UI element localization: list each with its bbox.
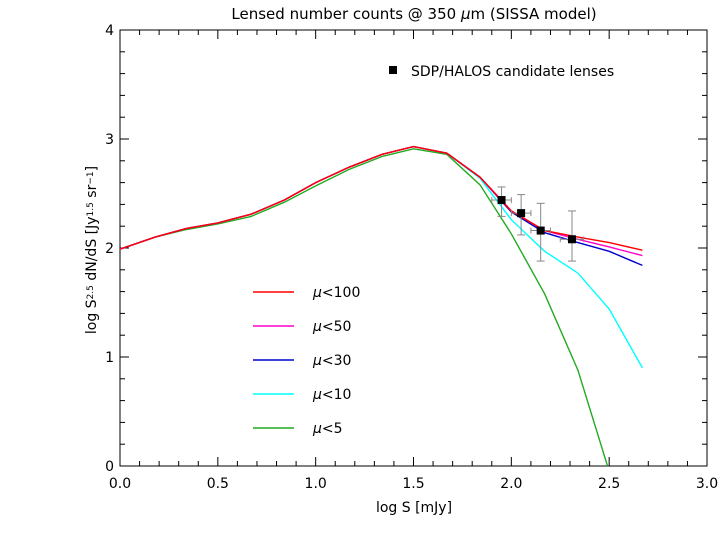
y-tick-label: 1 — [105, 350, 114, 366]
legend-label: μ<10 — [312, 387, 351, 403]
y-label-part: log S — [84, 299, 100, 334]
legend-item: μ<50 — [253, 319, 351, 335]
title-mu: μ — [460, 5, 471, 23]
points-legend-label: SDP/HALOS candidate lenses — [411, 64, 614, 80]
legend-label: μ<50 — [312, 319, 351, 335]
x-tick-label: 1.5 — [402, 476, 424, 492]
legend: μ<100 μ<50 μ<30 μ<10 μ<5 — [253, 285, 360, 437]
series-line — [120, 148, 609, 466]
y-label-part: sr — [84, 184, 100, 202]
chart-title: Lensed number counts @ 350 μm (SISSA mod… — [231, 5, 596, 23]
series-line — [120, 145, 644, 369]
data-point — [536, 226, 545, 235]
legend-label: μ<5 — [312, 421, 343, 437]
data-point — [567, 235, 576, 244]
x-tick-label: 2.5 — [598, 476, 620, 492]
data-point — [517, 209, 526, 218]
y-tick-label: 2 — [105, 241, 114, 257]
y-label-sup: 2.5 — [86, 285, 96, 299]
y-tick-label: 4 — [105, 23, 114, 39]
points-legend-marker — [389, 66, 397, 74]
x-tick-label: 1.0 — [305, 476, 327, 492]
legend-item: μ<100 — [253, 285, 360, 301]
x-tick-label: 0.0 — [109, 476, 131, 492]
y-axis-ticks: 0 1 2 3 4 — [105, 23, 707, 475]
y-label-part: ] — [84, 166, 100, 171]
y-tick-label: 0 — [105, 459, 114, 475]
x-tick-label: 2.0 — [500, 476, 522, 492]
title-suffix: m (SISSA model) — [471, 5, 597, 23]
legend-item: μ<10 — [253, 387, 351, 403]
y-label-sup: −1 — [86, 171, 96, 184]
x-axis-label: log S [mJy] — [376, 500, 452, 516]
x-axis-ticks: 0.0 0.5 1.0 1.5 2.0 2.5 3.0 — [109, 30, 718, 492]
data-points — [497, 196, 576, 244]
legend-item: μ<30 — [253, 353, 351, 369]
title-prefix: Lensed number counts @ 350 — [231, 5, 461, 23]
y-label-sup: 1.5 — [86, 202, 96, 216]
legend-label: μ<100 — [312, 285, 360, 301]
legend-label: μ<30 — [312, 353, 351, 369]
y-label-part: dN/dS [Jy — [84, 216, 100, 285]
series-lines — [120, 145, 644, 466]
plot-frame — [119, 29, 708, 467]
series-line — [120, 145, 643, 251]
y-tick-label: 3 — [105, 132, 114, 148]
data-point — [497, 196, 506, 205]
legend-item: μ<5 — [253, 421, 343, 437]
x-tick-label: 0.5 — [207, 476, 229, 492]
y-axis-label: log S2.5 dN/dS [Jy1.5 sr−1] — [84, 166, 100, 334]
series-line — [120, 145, 643, 267]
points-legend: SDP/HALOS candidate lenses — [389, 64, 614, 80]
x-tick-label: 3.0 — [696, 476, 718, 492]
plot-area — [119, 29, 708, 467]
